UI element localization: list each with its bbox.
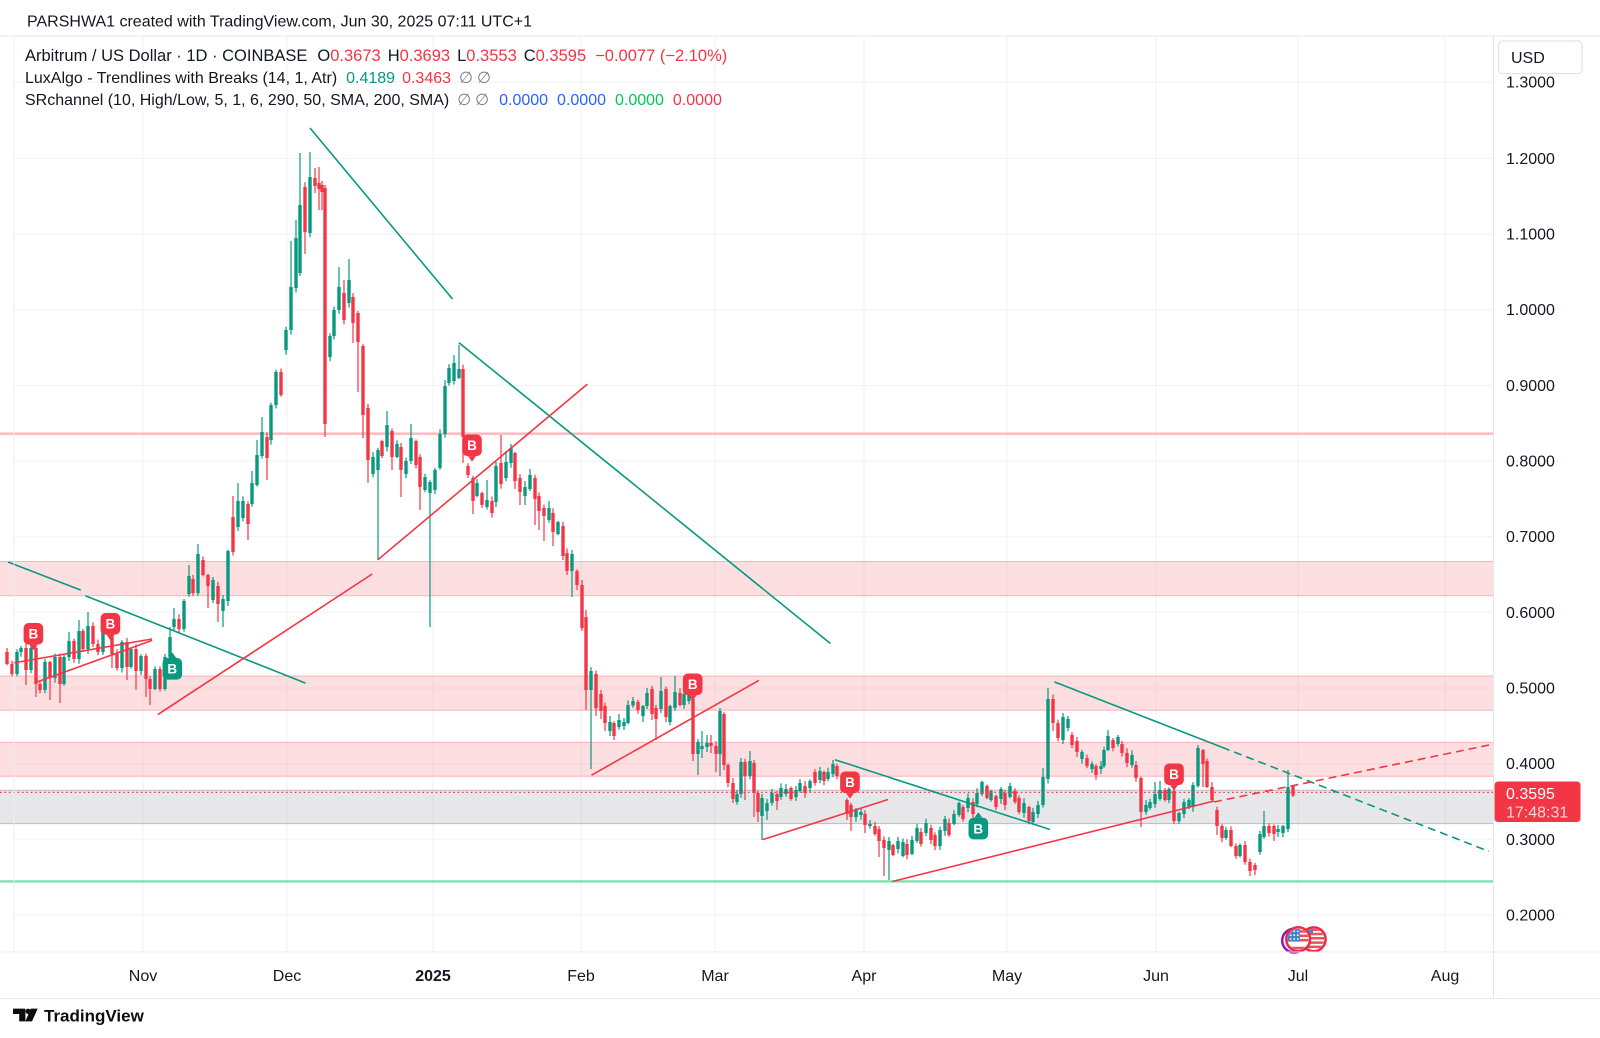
svg-text:0.9000: 0.9000	[1506, 378, 1555, 395]
svg-text:LuxAlgo - Trendlines with Brea: LuxAlgo - Trendlines with Breaks (14, 1,…	[25, 70, 491, 87]
svg-text:Aug: Aug	[1431, 968, 1459, 985]
svg-text:B: B	[688, 677, 698, 692]
svg-text:SRchannel (10, High/Low, 5, 1,: SRchannel (10, High/Low, 5, 1, 6, 290, 5…	[25, 92, 722, 109]
svg-text:B: B	[29, 627, 39, 642]
svg-text:2025: 2025	[415, 968, 451, 985]
svg-text:1.0000: 1.0000	[1506, 302, 1555, 319]
svg-text:B: B	[973, 821, 983, 836]
svg-text:Arbitrum / US Dollar · 1D · CO: Arbitrum / US Dollar · 1D · COINBASE O0.3…	[25, 47, 727, 65]
svg-text:Feb: Feb	[567, 968, 595, 985]
svg-text:Nov: Nov	[129, 968, 157, 985]
svg-text:0.8000: 0.8000	[1506, 454, 1555, 471]
svg-text:0.3000: 0.3000	[1506, 832, 1555, 849]
svg-text:0.6000: 0.6000	[1506, 605, 1555, 622]
svg-text:USD: USD	[1511, 50, 1545, 67]
svg-text:1.3000: 1.3000	[1506, 75, 1555, 92]
svg-text:Jul: Jul	[1288, 968, 1308, 985]
svg-text:Mar: Mar	[701, 968, 729, 985]
svg-text:PARSHWA1 created with TradingV: PARSHWA1 created with TradingView.com, J…	[27, 14, 532, 31]
svg-text:B: B	[106, 617, 116, 632]
svg-text:TradingView: TradingView	[44, 1007, 145, 1026]
svg-text:Jun: Jun	[1143, 968, 1169, 985]
svg-text:May: May	[992, 968, 1022, 985]
svg-text:0.2000: 0.2000	[1506, 908, 1555, 925]
svg-text:B: B	[1169, 767, 1179, 782]
svg-text:Dec: Dec	[273, 968, 301, 985]
svg-text:B: B	[845, 775, 855, 790]
svg-text:1.1000: 1.1000	[1506, 227, 1555, 244]
svg-text:B: B	[467, 438, 477, 453]
svg-text:0.3595: 0.3595	[1506, 786, 1555, 803]
svg-text:1.2000: 1.2000	[1506, 151, 1555, 168]
svg-text:B: B	[167, 662, 177, 677]
svg-text:Apr: Apr	[852, 968, 878, 985]
svg-text:0.4000: 0.4000	[1506, 756, 1555, 773]
svg-text:0.7000: 0.7000	[1506, 529, 1555, 546]
svg-text:17:48:31: 17:48:31	[1506, 805, 1568, 822]
svg-text:0.5000: 0.5000	[1506, 681, 1555, 698]
